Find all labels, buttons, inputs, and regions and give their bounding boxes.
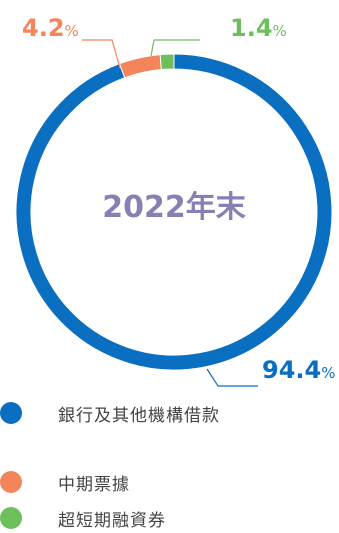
leader-line-medium-term-notes [82, 39, 121, 69]
donut-slice-1 [118, 54, 162, 79]
legend-swatch-orange [0, 471, 22, 493]
legend-label: 超短期融資券 [58, 510, 166, 531]
leader-line-short-term-bonds [150, 39, 200, 57]
legend-item-bank-borrowings: 銀行及其他機構借款 [0, 398, 220, 428]
data-label-bank-borrowings: 94.4% [262, 356, 335, 384]
legend-label: 中期票據 [58, 474, 130, 495]
legend-swatch-green [0, 507, 22, 529]
chart-center-title: 2022年末 [102, 190, 246, 225]
donut-chart: 2022年末 4.2% 1.4% 94.4% [15, 14, 335, 387]
legend-swatch-blue [0, 402, 22, 424]
data-label-medium-term-notes: 4.2% [22, 14, 79, 42]
legend-item-short-term-bonds: 超短期融資券 [0, 503, 166, 533]
leader-line-bank-borrowings [206, 368, 258, 387]
data-label-short-term-bonds: 1.4% [230, 14, 287, 42]
legend-item-medium-term-notes: 中期票據 [0, 467, 130, 497]
legend-label: 銀行及其他機構借款 [58, 405, 220, 426]
donut-slice-2 [159, 53, 175, 71]
